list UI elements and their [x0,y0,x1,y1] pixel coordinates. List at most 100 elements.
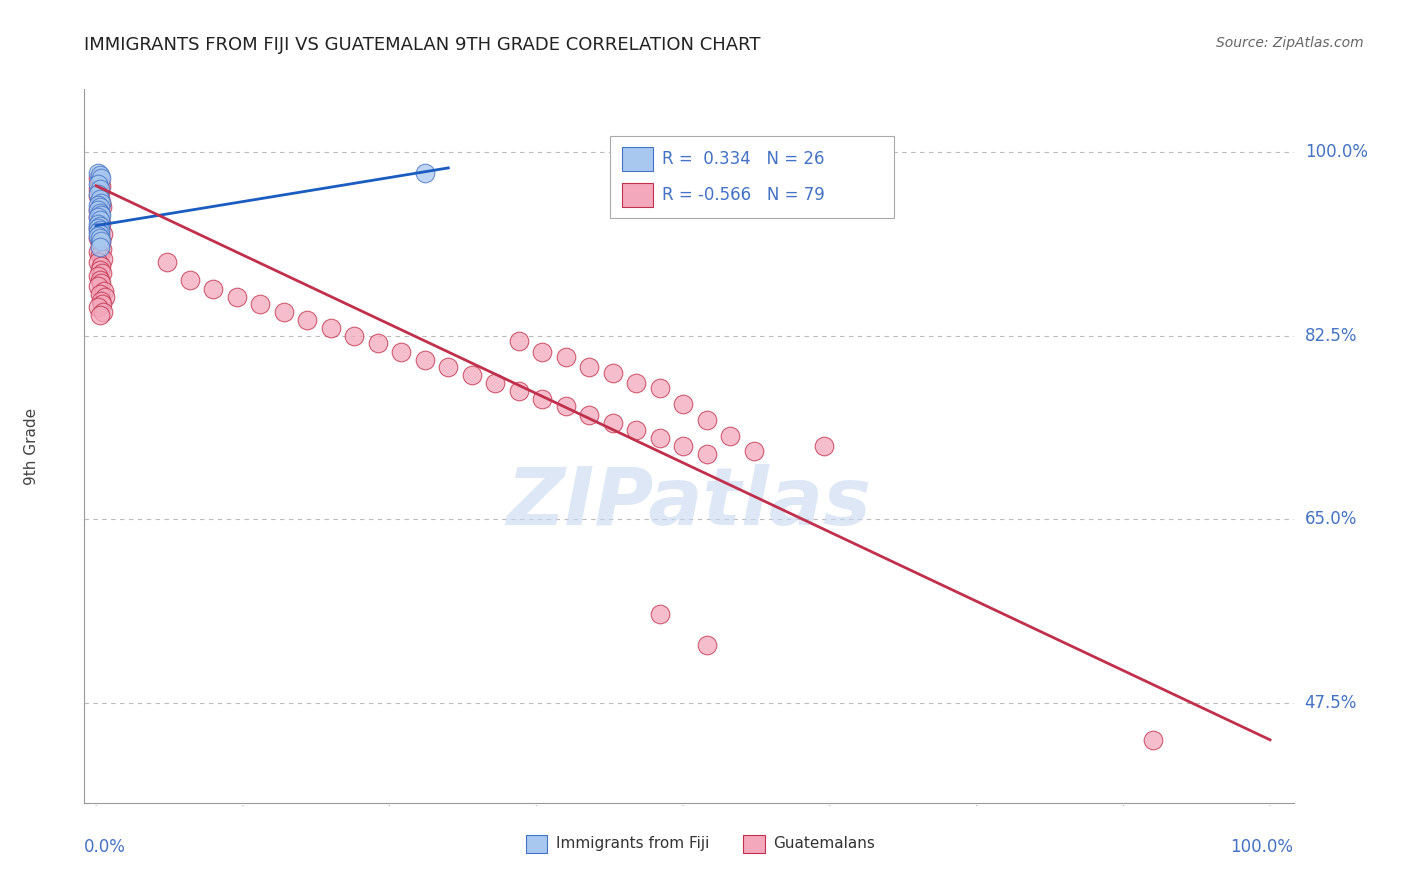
Point [87,244,110,259]
Point [696,413,718,427]
Point [87,171,110,186]
Point [89,175,111,189]
Point [413,166,436,180]
Bar [744,835,765,853]
Point [87,211,110,225]
Point [672,439,695,453]
Point [87,255,110,269]
Point [90,195,112,210]
Point [624,376,647,390]
Point [89,286,111,301]
FancyBboxPatch shape [610,136,894,218]
Point [91,304,114,318]
Point [91,227,114,241]
Point [672,397,695,411]
Point [718,428,741,442]
Point [90,217,112,231]
Point [155,255,177,269]
Point [554,350,576,364]
Point [226,290,249,304]
Point [602,366,624,380]
Point [89,193,111,207]
Point [413,353,436,368]
Point [87,301,110,315]
Point [297,313,319,327]
Point [696,447,718,461]
Point [90,208,112,222]
Point [89,193,111,207]
Bar [526,835,547,853]
Point [87,220,110,235]
Point [87,177,110,191]
Bar [623,147,652,171]
Point [89,223,111,237]
Point [554,399,576,413]
Point [508,334,530,348]
Point [90,178,112,193]
Point [89,227,111,241]
Point [89,213,111,227]
Point [202,282,225,296]
Point [648,381,671,395]
Point [89,182,111,196]
Point [94,290,117,304]
Point [484,376,506,390]
Point [87,229,110,244]
Point [602,416,624,430]
Point [531,344,554,359]
Point [89,206,111,220]
Point [319,321,342,335]
Point [89,239,111,253]
Point [89,200,111,214]
Point [90,259,112,273]
Point [87,217,110,231]
Text: 100.0%: 100.0% [1230,838,1294,855]
Text: 0.0%: 0.0% [84,838,127,855]
Point [508,384,530,399]
Point [89,219,111,233]
Point [367,336,389,351]
Point [89,248,111,262]
Point [89,185,111,199]
Point [531,392,554,406]
Point [90,171,112,186]
Point [696,639,718,653]
Point [89,206,111,220]
Point [87,166,110,180]
Text: R =  0.334   N = 26: R = 0.334 N = 26 [662,150,825,168]
Point [89,224,111,238]
Point [648,607,671,621]
Point [91,242,114,256]
Bar [623,183,652,207]
Point [89,262,111,277]
Point [179,273,201,287]
Point [89,213,111,227]
Point [87,211,110,225]
Point [273,304,295,318]
Point [91,266,114,280]
Point [87,202,110,217]
Point [389,344,412,359]
Point [90,235,112,249]
Point [89,237,111,252]
Point [91,252,114,267]
Point [1142,732,1164,747]
Text: Source: ZipAtlas.com: Source: ZipAtlas.com [1216,36,1364,50]
Text: 100.0%: 100.0% [1305,143,1368,161]
Point [89,308,111,322]
Point [87,189,110,203]
Point [89,273,111,287]
Point [87,187,110,202]
Point [249,297,271,311]
Point [90,277,112,291]
Point [89,231,111,245]
Point [648,431,671,445]
Point [578,360,600,375]
Point [87,202,110,217]
Point [87,268,110,283]
Text: IMMIGRANTS FROM FIJI VS GUATEMALAN 9TH GRADE CORRELATION CHART: IMMIGRANTS FROM FIJI VS GUATEMALAN 9TH G… [84,36,761,54]
Point [624,423,647,437]
Point [343,328,366,343]
Point [87,279,110,293]
Text: ZIPatlas: ZIPatlas [506,464,872,542]
